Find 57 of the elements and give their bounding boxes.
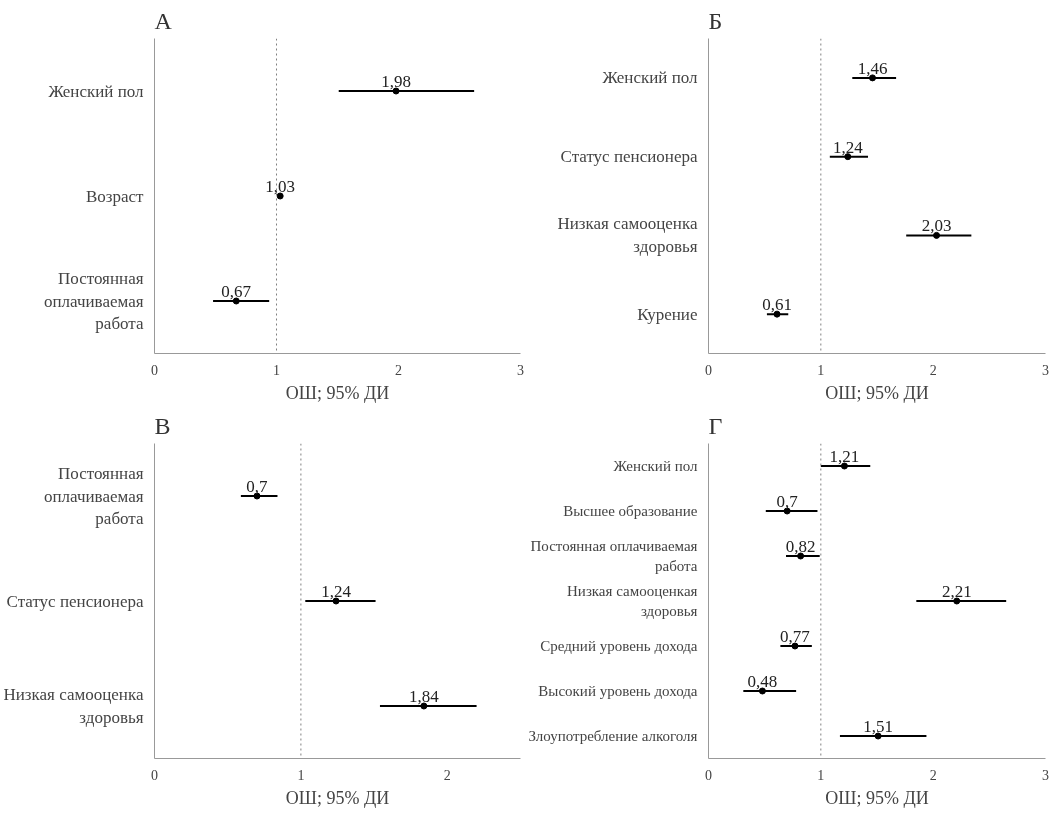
data-label: 0,61: [762, 295, 792, 315]
y-tick-label: Низкая самооценкая здоровья: [567, 583, 698, 619]
data-label: 2,21: [941, 582, 972, 601]
y-tick-label: Постоянная оплачиваемая работа: [44, 463, 144, 529]
x-tick-label: 2: [443, 767, 451, 783]
data-label: 1,03: [265, 177, 296, 196]
x-tick-label: 3: [517, 362, 524, 378]
data-label: 0,48: [747, 672, 778, 691]
x-tick-label: 0: [705, 767, 712, 783]
x-tick-label: 1: [817, 362, 825, 378]
x-tick-label: 2: [395, 362, 402, 378]
y-tick-label: Женский пол: [602, 68, 699, 88]
x-axis-title: ОШ; 95% ДИ: [825, 787, 929, 808]
x-tick-label: 3: [1042, 767, 1049, 783]
chart-title: Г: [708, 412, 723, 439]
x-tick-label: 1: [297, 767, 305, 783]
y-tick-label: Низкая самооценка здоровья: [557, 214, 698, 257]
x-axis-title: ОШ; 95% ДИ: [825, 382, 929, 403]
y-tick-label: Постоянная оплачиваемая работа: [44, 268, 144, 334]
x-axis-title: ОШ; 95% ДИ: [285, 382, 390, 403]
y-tick-label: Высокий уровень дохода: [538, 683, 698, 699]
data-label: 1,98: [381, 72, 411, 91]
y-tick-label: Возраст: [85, 186, 145, 206]
y-tick-label: Курение: [637, 304, 698, 324]
y-tick-label: Средний уровень дохода: [540, 638, 698, 654]
data-label: 1,51: [863, 717, 893, 736]
data-label: 0,7: [776, 492, 799, 511]
data-label: 0,67: [221, 282, 252, 301]
y-tick-label: Статус пенсионера: [6, 591, 144, 611]
y-tick-label: Высшее образование: [563, 503, 698, 519]
y-tick-label: Женский пол: [613, 458, 699, 474]
data-label: 0,82: [785, 537, 816, 556]
data-label: 1,46: [857, 58, 888, 78]
chart-title: А: [154, 7, 173, 34]
data-label: 0,77: [780, 627, 811, 646]
x-tick-label: 2: [929, 767, 937, 783]
chart-title: В: [154, 412, 171, 439]
x-tick-label: 0: [151, 767, 158, 783]
y-tick-label: Статус пенсионера: [560, 147, 698, 167]
data-label: 1,84: [409, 687, 440, 706]
chart-title: Б: [708, 7, 723, 34]
x-tick-label: 3: [1042, 362, 1049, 378]
data-label: 1,24: [832, 137, 864, 157]
x-tick-label: 0: [151, 362, 158, 378]
data-label: 1,24: [321, 582, 352, 601]
x-tick-label: 2: [929, 362, 937, 378]
y-tick-label: Постоянная оплачиваемая работа: [530, 538, 698, 574]
y-tick-label: Низкая самооценка здоровья: [3, 685, 144, 727]
y-tick-label: Женский пол: [48, 81, 145, 101]
x-tick-label: 1: [273, 362, 280, 378]
x-tick-label: 1: [817, 767, 825, 783]
x-axis-title: ОШ; 95% ДИ: [285, 787, 390, 808]
x-tick-label: 0: [705, 362, 712, 378]
data-label: 0,7: [246, 477, 269, 496]
data-label: 1,21: [829, 447, 860, 466]
data-label: 2,03: [921, 216, 952, 236]
y-tick-label: Злоупотребление алкоголя: [528, 728, 698, 744]
